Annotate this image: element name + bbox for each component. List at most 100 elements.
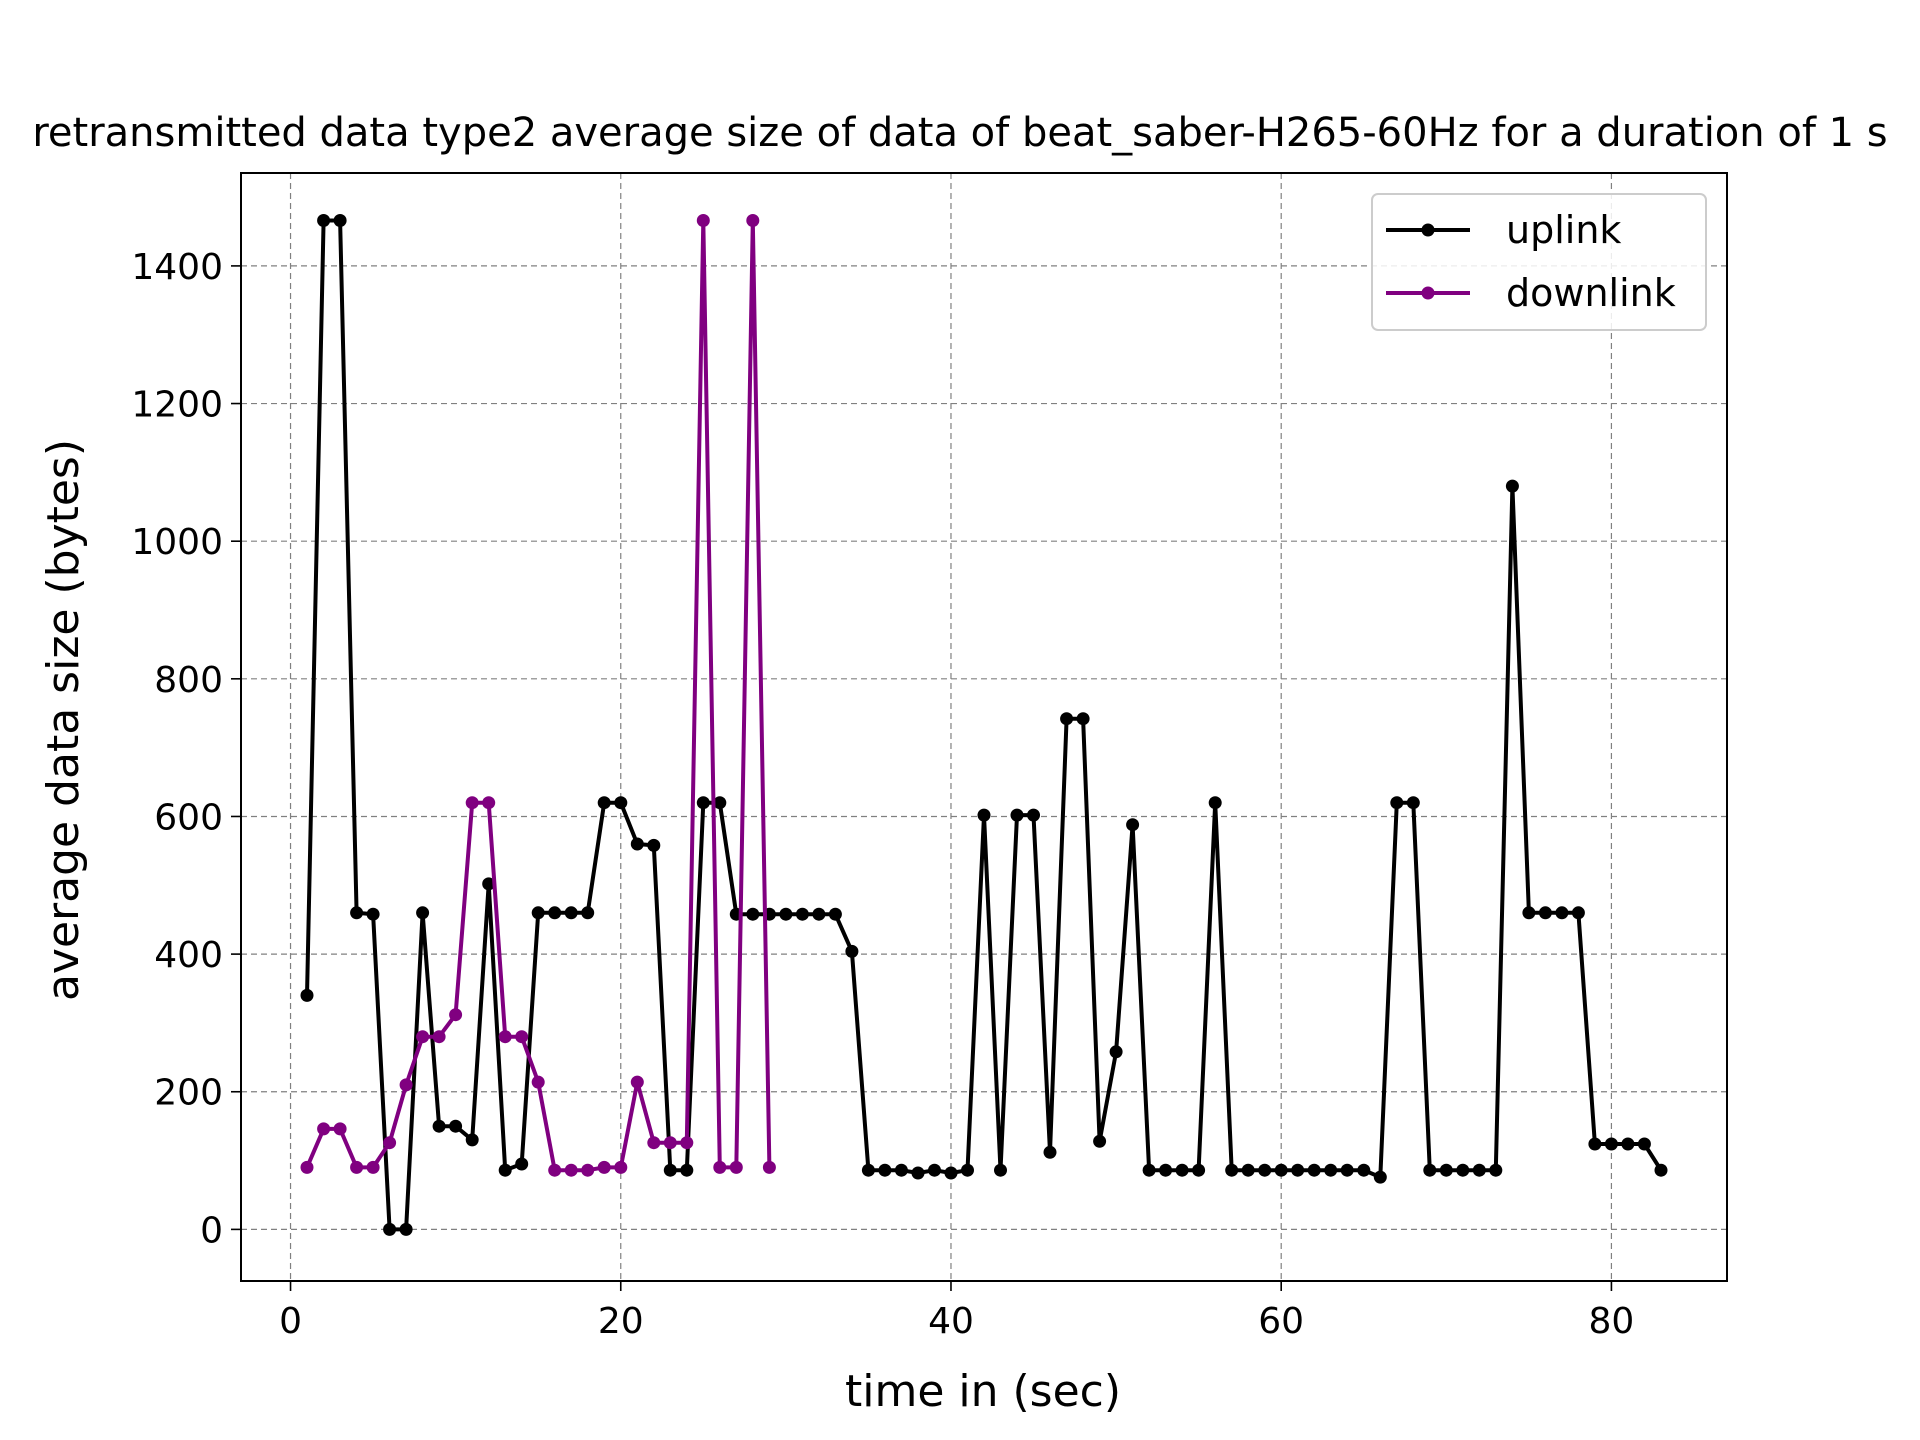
data-point-downlink <box>515 1030 529 1044</box>
data-point-uplink <box>1010 808 1024 822</box>
data-point-uplink <box>432 1119 446 1133</box>
data-point-uplink <box>1637 1137 1651 1151</box>
data-point-uplink <box>812 907 826 921</box>
data-point-uplink <box>663 1163 677 1177</box>
y-axis-label: average data size (bytes) <box>38 439 89 1001</box>
data-point-uplink <box>1456 1163 1470 1177</box>
data-point-uplink <box>1522 906 1536 920</box>
y-tick-label: 1200 <box>131 385 223 426</box>
data-point-uplink <box>465 1133 479 1147</box>
data-point-downlink <box>498 1030 512 1044</box>
data-point-downlink <box>597 1160 611 1174</box>
data-point-uplink <box>713 796 727 810</box>
data-point-uplink <box>548 906 562 920</box>
data-point-uplink <box>1505 479 1519 493</box>
data-point-uplink <box>1093 1134 1107 1148</box>
data-point-downlink <box>581 1163 595 1177</box>
data-point-downlink <box>482 796 496 810</box>
data-point-uplink <box>531 906 545 920</box>
data-point-downlink <box>647 1136 661 1150</box>
data-point-uplink <box>449 1119 463 1133</box>
data-point-uplink <box>1225 1163 1239 1177</box>
y-tick-label: 600 <box>154 797 223 838</box>
series-lines <box>300 214 1668 1236</box>
data-point-uplink <box>994 1163 1007 1177</box>
data-point-uplink <box>1175 1163 1189 1177</box>
data-point-uplink <box>581 906 595 920</box>
y-tick-label: 200 <box>154 1073 223 1114</box>
legend-marker-downlink <box>1421 286 1435 300</box>
data-point-downlink <box>449 1008 463 1022</box>
data-point-uplink <box>1555 906 1569 920</box>
y-tick-label: 400 <box>154 935 223 976</box>
data-point-downlink <box>630 1075 644 1089</box>
data-point-uplink <box>317 214 331 227</box>
series-line-uplink <box>305 218 1663 1232</box>
data-point-uplink <box>1390 796 1404 810</box>
plot-frame <box>240 172 1728 1282</box>
data-point-uplink <box>828 907 842 921</box>
data-point-uplink <box>961 1163 974 1177</box>
data-point-downlink <box>762 1160 776 1174</box>
data-point-uplink <box>1241 1163 1255 1177</box>
data-point-uplink <box>779 907 793 921</box>
legend: uplink downlink <box>1371 193 1707 331</box>
data-point-uplink <box>1076 712 1090 726</box>
data-point-uplink <box>1324 1163 1338 1177</box>
x-tick-label: 60 <box>1258 1301 1304 1342</box>
data-point-downlink <box>465 796 479 810</box>
data-point-downlink <box>746 214 760 227</box>
data-point-uplink <box>1423 1163 1437 1177</box>
data-point-uplink <box>416 906 430 920</box>
x-tick-label: 80 <box>1589 1301 1635 1342</box>
data-point-uplink <box>1489 1163 1503 1177</box>
data-point-uplink <box>894 1163 908 1177</box>
series-uplink <box>300 214 1668 1236</box>
data-point-downlink <box>564 1163 578 1177</box>
data-point-downlink <box>416 1030 430 1044</box>
data-point-uplink <box>845 944 859 958</box>
data-point-uplink <box>1159 1163 1173 1177</box>
data-point-uplink <box>482 877 496 891</box>
y-tick-label: 0 <box>200 1210 223 1251</box>
data-point-uplink <box>696 796 710 810</box>
data-point-uplink <box>1060 712 1074 726</box>
data-point-uplink <box>1126 818 1140 832</box>
data-point-uplink <box>1571 906 1585 920</box>
data-point-downlink <box>350 1160 364 1174</box>
y-tick-label: 800 <box>154 660 223 701</box>
data-point-downlink <box>399 1078 413 1092</box>
data-point-uplink <box>366 907 380 921</box>
data-point-uplink <box>1588 1137 1602 1151</box>
data-point-uplink <box>1621 1137 1635 1151</box>
data-point-uplink <box>1538 906 1552 920</box>
data-point-downlink <box>317 1122 331 1136</box>
x-tick-label: 0 <box>279 1301 302 1342</box>
data-point-uplink <box>746 907 760 921</box>
data-point-downlink <box>614 1160 628 1174</box>
data-point-uplink <box>1274 1163 1288 1177</box>
data-point-uplink <box>597 796 611 810</box>
data-point-uplink <box>944 1166 958 1180</box>
series-downlink <box>300 214 776 1177</box>
x-tick-label: 20 <box>598 1301 644 1342</box>
data-point-uplink <box>614 796 628 810</box>
data-point-uplink <box>680 1163 694 1177</box>
data-point-downlink <box>300 1160 314 1174</box>
data-point-uplink <box>1307 1163 1321 1177</box>
data-point-uplink <box>647 838 661 852</box>
data-point-uplink <box>515 1157 529 1171</box>
data-point-uplink <box>1406 796 1420 810</box>
data-point-uplink <box>350 906 364 920</box>
series-line-downlink <box>305 218 772 1173</box>
chart-title: retransmitted data type2 average size of… <box>32 110 1887 156</box>
data-point-uplink <box>795 907 809 921</box>
data-point-downlink <box>366 1160 380 1174</box>
data-point-uplink <box>1208 796 1222 810</box>
data-point-uplink <box>1027 808 1040 822</box>
data-point-uplink <box>1340 1163 1354 1177</box>
data-point-uplink <box>1604 1137 1618 1151</box>
data-point-uplink <box>1291 1163 1305 1177</box>
